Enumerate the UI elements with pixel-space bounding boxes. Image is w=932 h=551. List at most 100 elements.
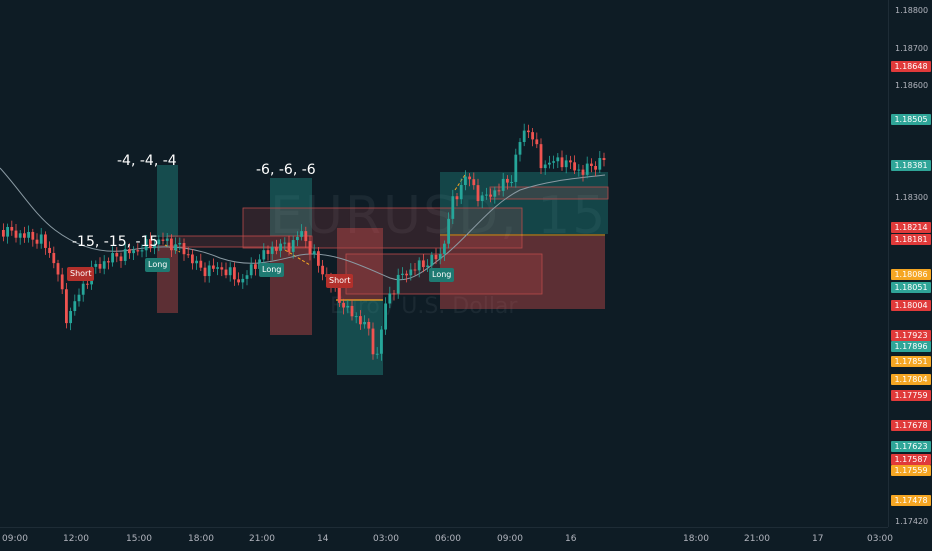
- candle-body: [10, 226, 14, 231]
- candle-body: [438, 254, 442, 260]
- candle-body: [384, 303, 387, 330]
- price-tag: 1.17896: [891, 340, 931, 352]
- candle-body: [178, 243, 182, 245]
- candle-body: [241, 278, 245, 283]
- candle-body: [56, 263, 60, 275]
- candle-body: [363, 321, 366, 325]
- price-tag: 1.18214: [891, 221, 931, 233]
- candle-body: [405, 273, 408, 276]
- trade-label-long-2: Long: [259, 263, 285, 277]
- price-tag: 1.17923: [891, 329, 931, 341]
- price-chart[interactable]: [0, 0, 888, 527]
- candle-body: [60, 274, 64, 290]
- candle-body: [317, 251, 320, 266]
- price-axis[interactable]: 1.18800 1.18700 1.18600 1.18300 1.17420 …: [888, 0, 932, 527]
- candle-body: [254, 264, 257, 269]
- candle-body: [279, 243, 282, 251]
- candle-body: [548, 162, 551, 165]
- trade-zone-long-2: [270, 178, 312, 236]
- candle-body: [44, 234, 47, 248]
- candle-body: [308, 241, 312, 255]
- trade-label-long-3: Long: [429, 268, 455, 282]
- candle-body: [459, 185, 463, 200]
- candle-body: [170, 238, 173, 251]
- candle-body: [422, 260, 425, 268]
- candle-body: [144, 239, 148, 251]
- price-tag: 1.18505: [891, 114, 931, 126]
- candle-body: [602, 158, 606, 161]
- candle-body: [123, 249, 127, 261]
- candle-body: [270, 246, 274, 254]
- candle-body: [451, 196, 455, 219]
- candle-body: [430, 254, 434, 266]
- candle-body: [464, 176, 467, 186]
- candle-body: [161, 239, 165, 241]
- time-tick: 17: [812, 534, 824, 544]
- candle-body: [531, 132, 534, 140]
- candle-body: [77, 294, 81, 302]
- candle-body: [245, 275, 249, 279]
- candle-body: [199, 260, 203, 268]
- candle-body: [535, 139, 539, 145]
- chart-area[interactable]: EURUSD, 15 Euro / U.S. Dollar -4, -4, -4…: [0, 0, 888, 527]
- candle-body: [174, 244, 177, 251]
- candle-body: [216, 267, 219, 269]
- candle-body: [149, 239, 152, 249]
- candle-body: [342, 302, 345, 308]
- price-tag: 1.18381: [891, 160, 931, 172]
- candle-body: [581, 169, 585, 175]
- candle-body: [207, 265, 211, 277]
- time-tick: 14: [317, 534, 329, 544]
- candle-body: [136, 250, 140, 252]
- candle-body: [447, 218, 450, 244]
- candle-body: [140, 250, 144, 252]
- candle-body: [321, 265, 324, 275]
- candle-body: [569, 160, 572, 163]
- candle-body: [128, 249, 131, 254]
- candle-body: [233, 267, 236, 280]
- price-tag: 1.17587: [891, 454, 931, 466]
- candle-body: [388, 293, 392, 304]
- candle-body: [476, 185, 480, 202]
- candle-body: [480, 195, 484, 202]
- price-tag: 1.17851: [891, 356, 931, 368]
- candle-body: [165, 238, 169, 241]
- candle-body: [556, 157, 560, 162]
- time-tick: 21:00: [744, 534, 770, 544]
- time-axis[interactable]: 09:00 12:00 15:00 18:00 21:00 14 03:00 0…: [0, 527, 893, 551]
- candle-body: [132, 250, 135, 254]
- candle-body: [153, 244, 156, 249]
- candle-body: [228, 267, 232, 276]
- candle-body: [39, 234, 43, 244]
- candle-body: [275, 246, 278, 251]
- time-tick: 18:00: [188, 534, 214, 544]
- candle-body: [493, 190, 497, 197]
- candle-body: [182, 243, 186, 255]
- candle-body: [69, 311, 72, 324]
- candle-body: [543, 164, 547, 169]
- price-tag: 1.17478: [891, 494, 931, 506]
- candle-body: [283, 242, 287, 244]
- time-tick: 18:00: [683, 534, 709, 544]
- candle-body: [510, 181, 513, 183]
- candle-body: [6, 226, 9, 237]
- price-tag: 1.18181: [891, 234, 931, 246]
- candle-body: [396, 274, 400, 294]
- price-tag: 1.18086: [891, 269, 931, 281]
- candle-body: [52, 252, 56, 264]
- trade-zone-stop-2: [270, 247, 312, 335]
- time-tick: 09:00: [497, 534, 523, 544]
- moving-average-line: [0, 167, 606, 281]
- candle-body: [111, 253, 114, 263]
- time-tick: 03:00: [373, 534, 399, 544]
- candle-body: [375, 353, 379, 355]
- price-tag: 1.18004: [891, 299, 931, 311]
- candle-body: [86, 283, 89, 285]
- candle-body: [380, 329, 383, 354]
- candle-body: [14, 230, 18, 238]
- candle-body: [73, 301, 77, 312]
- candle-body: [203, 267, 207, 277]
- candle-body: [392, 293, 396, 295]
- candle-body: [262, 250, 266, 260]
- candle-body: [107, 261, 110, 263]
